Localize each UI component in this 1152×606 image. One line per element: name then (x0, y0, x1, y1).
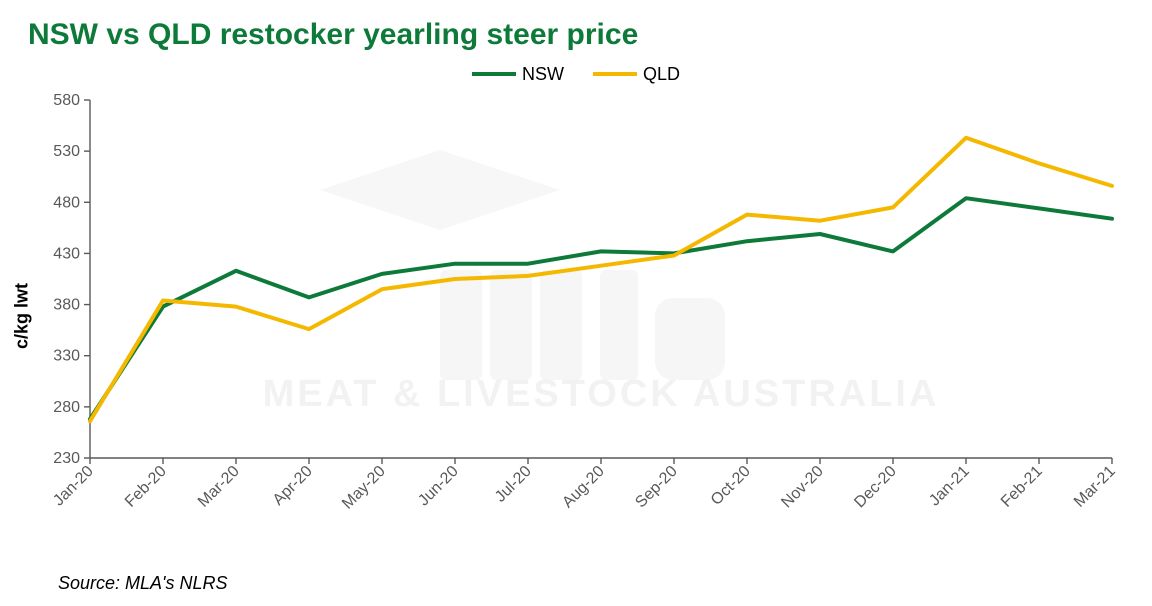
y-tick-label: 330 (53, 348, 80, 365)
x-tick-label: Aug-20 (559, 463, 608, 512)
x-tick-label: Oct-20 (708, 463, 754, 509)
y-tick-label: 380 (53, 297, 80, 314)
y-tick-label: 230 (53, 450, 80, 467)
x-tick-label: Apr-20 (270, 463, 316, 509)
x-tick-label: Nov-20 (778, 463, 827, 512)
x-tick-label: Mar-20 (195, 463, 243, 511)
watermark: MEAT & LIVESTOCK AUSTRALIA (263, 150, 940, 415)
x-tick-label: Dec-20 (851, 463, 900, 512)
chart-container: NSW vs QLD restocker yearling steer pric… (0, 0, 1152, 606)
legend-label-qld: QLD (643, 64, 680, 85)
legend-swatch-qld (593, 72, 637, 76)
x-tick-label: Sep-20 (632, 463, 681, 512)
y-tick-label: 480 (53, 194, 80, 211)
source-attribution: Source: MLA's NLRS (58, 573, 228, 594)
x-tick-label: Jan-20 (50, 463, 97, 510)
x-tick-label: Mar-21 (1071, 463, 1119, 511)
chart-svg: MEAT & LIVESTOCK AUSTRALIA 230 280 330 380 43… (28, 92, 1124, 540)
x-tick-label: Feb-20 (122, 463, 170, 511)
legend-swatch-nsw (472, 72, 516, 76)
x-tick-label: Jul-20 (492, 463, 535, 506)
chart-title: NSW vs QLD restocker yearling steer pric… (28, 18, 1124, 52)
legend: NSW QLD (28, 60, 1124, 86)
y-tick-label: 530 (53, 143, 80, 160)
svg-text:MEAT & LIVESTOCK AUSTRALIA: MEAT & LIVESTOCK AUSTRALIA (263, 373, 940, 415)
y-axis-label: c/kg lwt (12, 283, 33, 349)
legend-label-nsw: NSW (522, 64, 564, 85)
legend-item-qld: QLD (593, 64, 680, 85)
y-tick-label: 280 (53, 399, 80, 416)
x-tick-label: Jan-21 (926, 463, 973, 510)
x-tick-label: Jun-20 (415, 463, 462, 510)
x-tick-label: Feb-21 (998, 463, 1046, 511)
y-tick-label: 430 (53, 245, 80, 262)
legend-item-nsw: NSW (472, 64, 564, 85)
y-tick-label: 580 (53, 92, 80, 109)
plot-area: c/kg lwt MEAT & LIVESTOCK AUSTRALIA23028… (28, 92, 1124, 540)
x-tick-label: May-20 (339, 463, 389, 513)
